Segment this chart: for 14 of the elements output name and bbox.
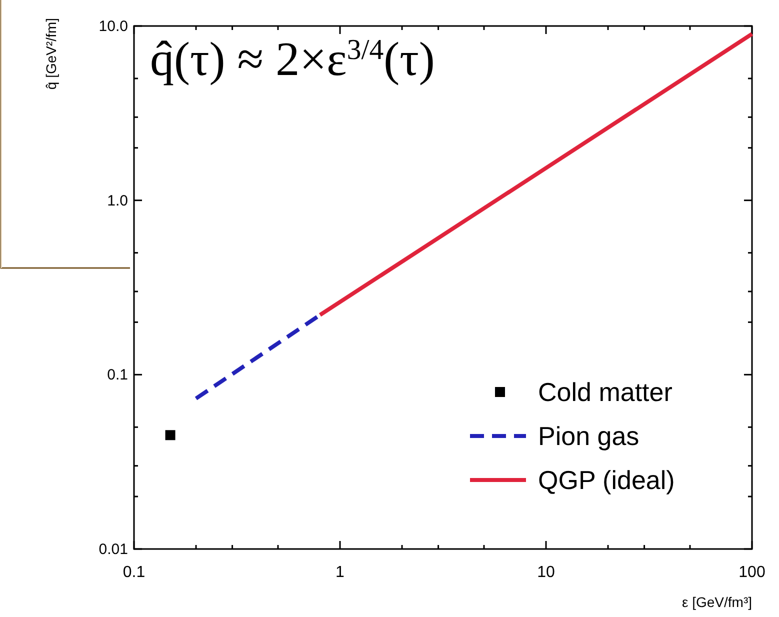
y-tick-label: 0.01 [98,541,128,558]
x-axis-title: ε [GeV/fm³] [682,594,752,610]
x-tick-label: 1 [336,564,345,581]
x-tick-label: 0.1 [122,564,146,581]
y-tick-label: 1.0 [107,192,128,210]
y-tick-label: 0.1 [107,366,128,384]
x-tick-label: 100 [738,564,766,581]
x-tick-label: 10 [537,564,555,581]
legend-label: QGP (ideal) [538,465,675,495]
legend-label: Cold matter [538,377,673,407]
chart-title: q̂(τ) ≈ 2×ε$^{3/4}$(τ) [150,33,435,86]
legend-label: Pion gas [538,421,640,451]
y-tick-label: 10.0 [98,18,128,35]
y-axis-title: q̂ [GeV²/fm] [43,18,59,90]
